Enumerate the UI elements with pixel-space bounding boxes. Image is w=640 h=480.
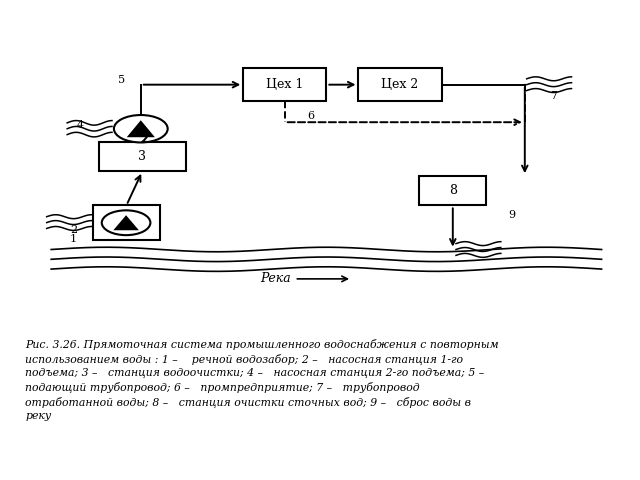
Polygon shape [113, 215, 139, 230]
Polygon shape [127, 120, 155, 137]
Text: 1: 1 [70, 234, 77, 244]
Bar [358, 68, 442, 101]
Text: Цех 1: Цех 1 [266, 78, 303, 91]
Text: 7: 7 [550, 91, 557, 101]
Bar [93, 205, 160, 240]
Bar [419, 176, 486, 205]
Bar [99, 142, 186, 171]
Text: Рис. 3.26. Прямоточная система промышленного водоснабжения с повторным
использов: Рис. 3.26. Прямоточная система промышлен… [26, 339, 499, 421]
Text: 6: 6 [307, 111, 314, 120]
Text: 8: 8 [449, 184, 457, 197]
Text: Цех 2: Цех 2 [381, 78, 419, 91]
Text: 3: 3 [138, 150, 147, 163]
Text: 2: 2 [70, 225, 77, 235]
Circle shape [102, 210, 150, 235]
Text: 5: 5 [118, 75, 125, 85]
Text: Река: Река [260, 272, 291, 286]
Text: 9: 9 [508, 210, 516, 220]
Bar [243, 68, 326, 101]
Circle shape [114, 115, 168, 143]
Text: 4: 4 [76, 120, 84, 131]
